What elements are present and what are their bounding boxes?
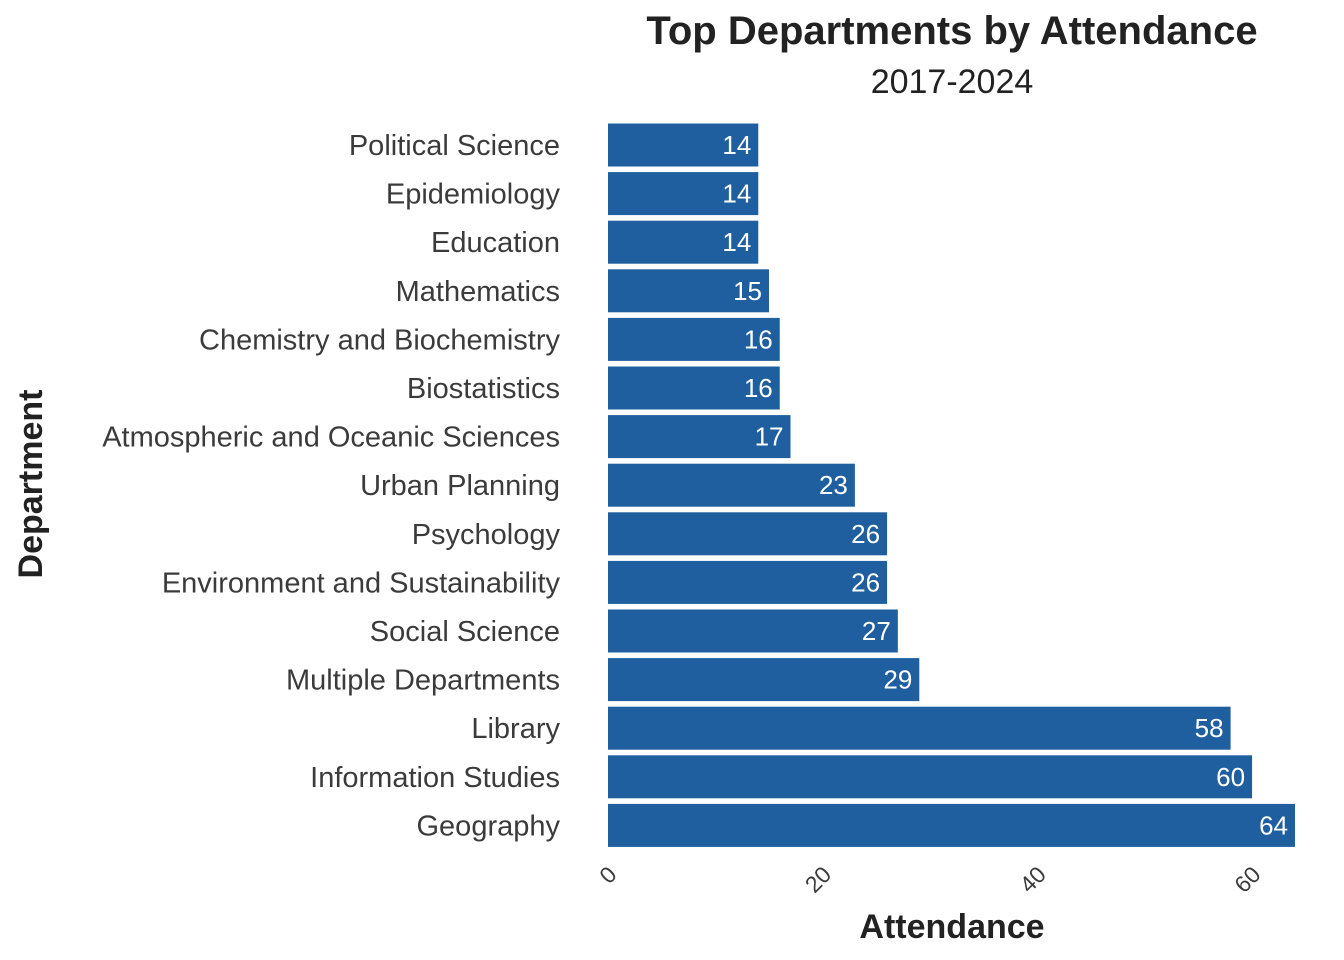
data-label: 29 bbox=[883, 665, 912, 695]
bar bbox=[608, 415, 791, 459]
bar bbox=[608, 609, 898, 653]
bar bbox=[608, 512, 888, 556]
x-tick-label: 20 bbox=[800, 861, 836, 897]
category-label: Biostatistics bbox=[407, 373, 560, 405]
category-labels: Political Science Epidemiology Education Ma… bbox=[102, 130, 560, 842]
category-label: Atmospheric and Oceanic Sciences bbox=[102, 422, 560, 454]
category-label: Multiple Departments bbox=[286, 665, 560, 697]
category-label: Environment and Sustainability bbox=[162, 567, 561, 599]
bars-group bbox=[608, 123, 1295, 847]
category-label: Mathematics bbox=[396, 276, 560, 308]
bar bbox=[608, 803, 1295, 847]
x-tick-label: 40 bbox=[1014, 861, 1050, 897]
category-label: Library bbox=[471, 713, 560, 745]
chart-subtitle: 2017-2024 bbox=[871, 63, 1034, 101]
chart-title: Top Departments by Attendance bbox=[646, 9, 1257, 53]
x-tick-labels: 0 20 40 60 bbox=[594, 861, 1265, 897]
category-label: Urban Planning bbox=[360, 470, 560, 502]
category-label: Psychology bbox=[412, 519, 561, 551]
data-label: 26 bbox=[851, 567, 880, 597]
bar bbox=[608, 560, 888, 604]
category-label: Political Science bbox=[349, 130, 560, 162]
data-label: 64 bbox=[1259, 810, 1288, 840]
data-label: 27 bbox=[862, 616, 891, 646]
data-label: 26 bbox=[851, 519, 880, 549]
category-label: Information Studies bbox=[310, 762, 560, 794]
data-label: 14 bbox=[722, 130, 751, 160]
bar bbox=[608, 123, 759, 167]
category-label: Epidemiology bbox=[386, 179, 561, 211]
data-label: 23 bbox=[819, 470, 848, 500]
bar bbox=[608, 755, 1253, 799]
bar bbox=[608, 706, 1231, 750]
bar bbox=[608, 269, 770, 313]
y-axis-title: Department bbox=[12, 390, 50, 579]
bar bbox=[608, 172, 759, 216]
data-label: 17 bbox=[755, 422, 784, 452]
category-label: Social Science bbox=[370, 616, 560, 648]
category-label: Chemistry and Biochemistry bbox=[199, 324, 560, 356]
data-label: 14 bbox=[722, 179, 751, 209]
x-tick-label: 0 bbox=[594, 861, 621, 888]
data-label: 60 bbox=[1216, 762, 1245, 792]
bar bbox=[608, 220, 759, 264]
data-label: 58 bbox=[1195, 713, 1224, 743]
data-label: 16 bbox=[744, 324, 773, 354]
bar bbox=[608, 366, 780, 410]
bar bbox=[608, 317, 780, 361]
data-label: 14 bbox=[722, 227, 751, 257]
x-axis-title: Attendance bbox=[859, 908, 1044, 946]
data-label: 15 bbox=[733, 276, 762, 306]
bar bbox=[608, 658, 920, 702]
bar bbox=[608, 463, 855, 507]
category-label: Geography bbox=[417, 810, 561, 842]
x-tick-label: 60 bbox=[1229, 861, 1265, 897]
data-label: 16 bbox=[744, 373, 773, 403]
category-label: Education bbox=[431, 227, 560, 259]
